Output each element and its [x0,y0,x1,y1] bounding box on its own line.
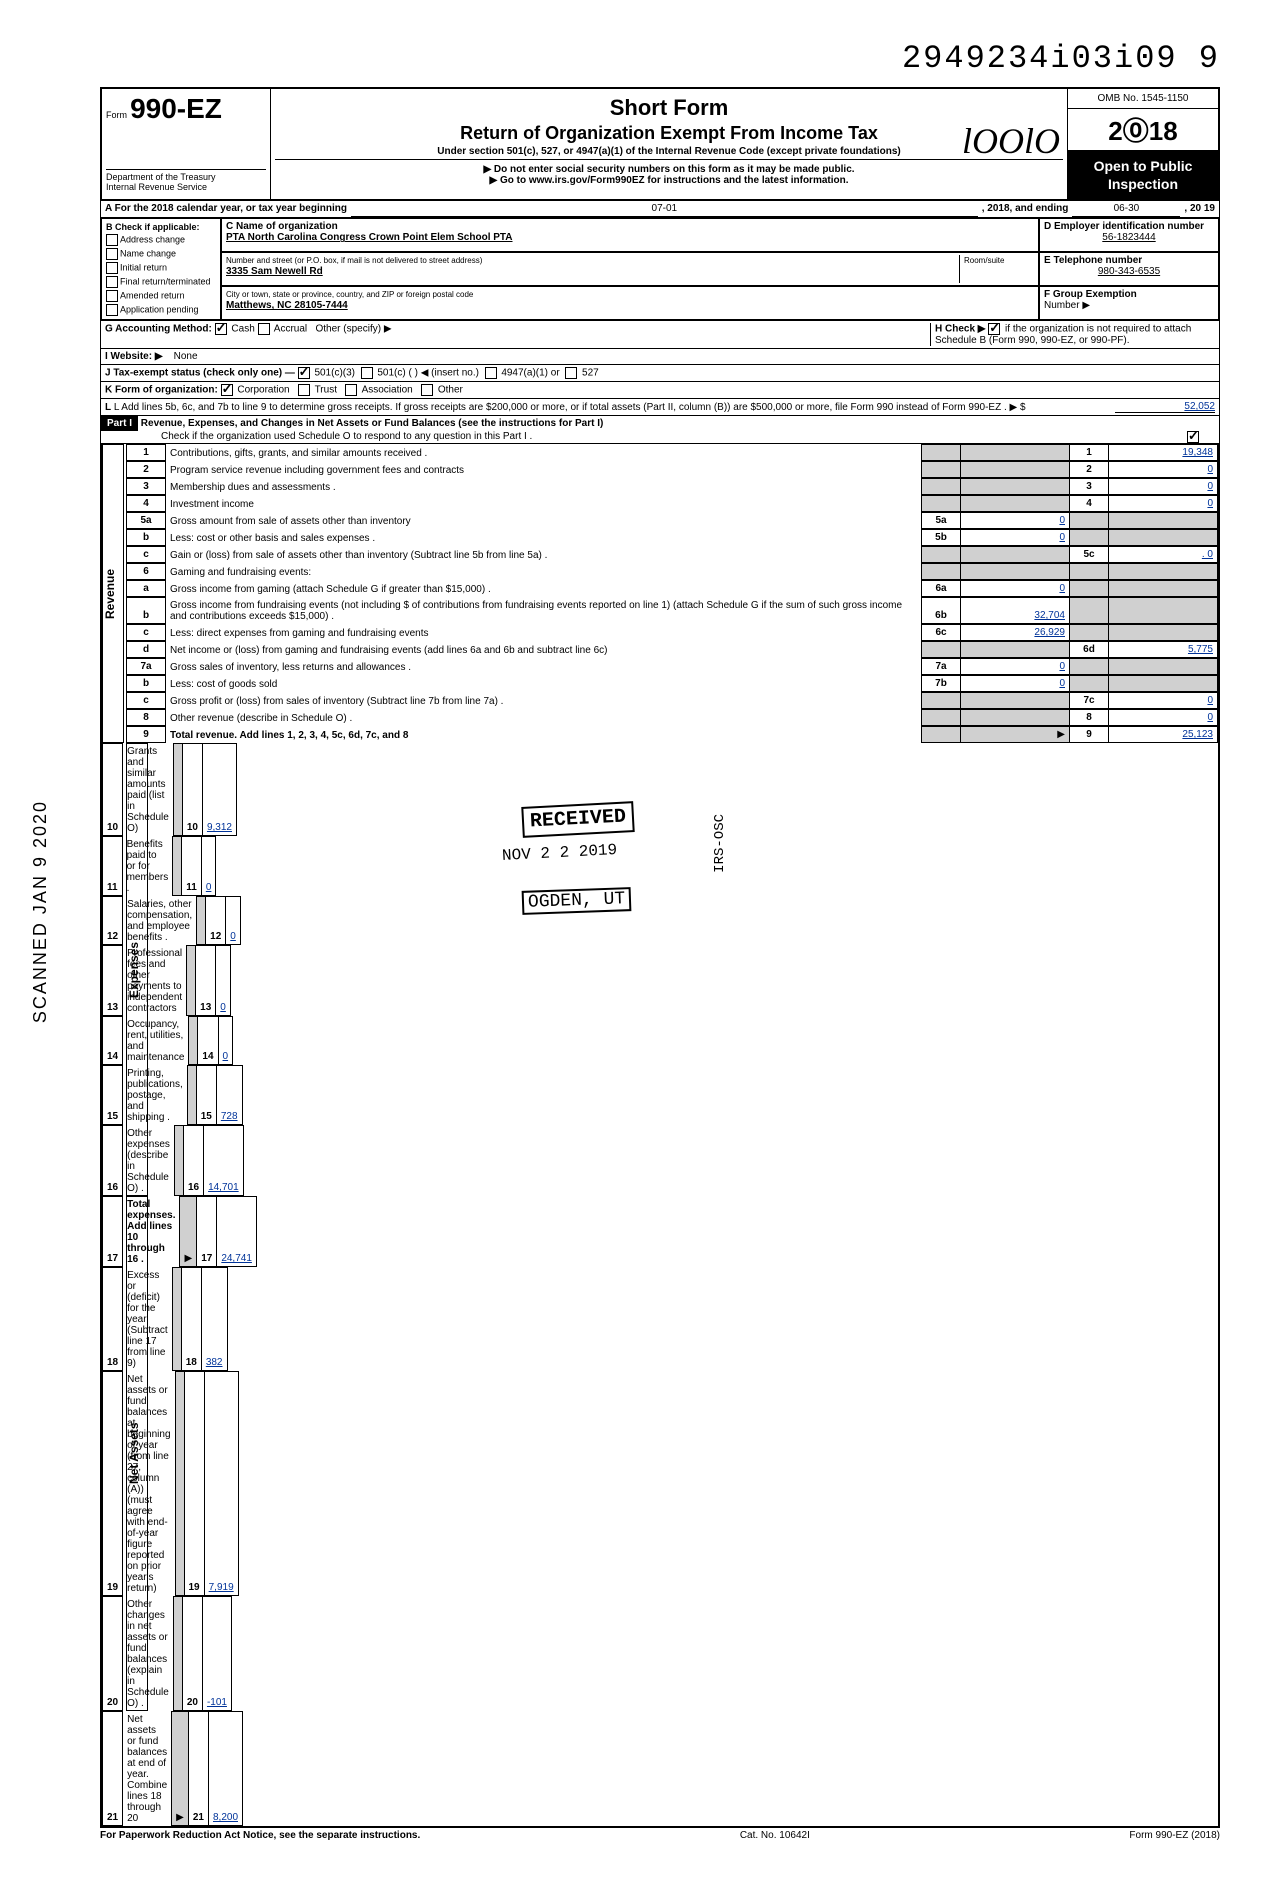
gross-receipts: 52,052 [1115,401,1215,413]
section-e-label: E Telephone number [1044,255,1142,266]
tax-year: 2⓪201818 [1068,109,1218,151]
info-block: B Check if applicable: Address change Na… [100,218,1220,321]
revenue-section-label: Revenue [102,444,124,743]
cat-number: Cat. No. 10642I [740,1830,810,1841]
omb-number: OMB No. 1545-1150 [1068,89,1218,109]
form-prefix: Form [106,110,127,120]
form-footer: For Paperwork Reduction Act Notice, see … [100,1828,1220,1841]
stamp-date: NOV 2 2 2019 [502,841,618,865]
short-form-title: Short Form [275,95,1063,121]
ssn-warning: ▶ Do not enter social security numbers o… [275,164,1063,175]
under-section: Under section 501(c), 527, or 4947(a)(1)… [275,146,1063,160]
return-title: Return of Organization Exempt From Incom… [275,123,1063,144]
part-i-table: RECEIVED NOV 2 2 2019 IRS-OSC OGDEN, UT … [100,444,1220,1828]
part-i-label: Part I [101,416,138,431]
section-a-tax-year: A For the 2018 calendar year, or tax yea… [100,199,1220,218]
street-address: 3335 Sam Newell Rd [226,266,323,277]
year-end: 06-30 [1072,201,1180,217]
corporation-checkbox[interactable] [221,384,233,396]
handwritten-mark: lOOlO [962,120,1060,162]
section-b-label: B Check if applicable: [106,221,216,233]
ogden-stamp: OGDEN, UT [522,887,632,915]
dept-treasury: Department of the Treasury [106,172,266,182]
paperwork-notice: For Paperwork Reduction Act Notice, see … [100,1830,420,1841]
inspection: Inspection [1072,175,1214,193]
goto-instructions: ▶ Go to www.irs.gov/Form990EZ for instru… [275,175,1063,186]
cash-checkbox[interactable] [215,323,227,335]
open-to-public: Open to Public [1072,157,1214,175]
part-i-title: Revenue, Expenses, and Changes in Net As… [141,418,604,429]
schedule-b-checkbox[interactable] [988,323,1000,335]
telephone: 980-343-6535 [1044,266,1214,277]
ein: 56-1823444 [1044,232,1214,243]
city-state-zip: Matthews, NC 28105-7444 [226,300,348,311]
org-name: PTA North Carolina Congress Crown Point … [226,232,513,243]
form-version: Form 990-EZ (2018) [1129,1830,1220,1841]
section-c-label: C Name of organization [226,221,338,232]
expenses-section-label: Expenses [126,743,148,1196]
section-f-label: F Group Exemption [1044,289,1137,300]
section-d-label: D Employer identification number [1044,221,1204,232]
scanned-stamp: SCANNED JAN 9 2020 [30,800,51,1023]
irs-osc-stamp: IRS-OSC [712,814,728,873]
accrual-checkbox[interactable] [258,323,270,335]
netassets-section-label: Net Assets [126,1196,148,1711]
website: None [174,351,198,362]
form-number: 990-EZ [130,93,222,124]
dln-stamp: 2949234i03i09 9 [100,40,1220,77]
501c3-checkbox[interactable] [298,367,310,379]
dept-irs: Internal Revenue Service [106,182,266,192]
received-stamp: RECEIVED [521,801,634,838]
year-begin: 07-01 [351,201,978,217]
schedule-o-checkbox[interactable] [1187,431,1199,443]
